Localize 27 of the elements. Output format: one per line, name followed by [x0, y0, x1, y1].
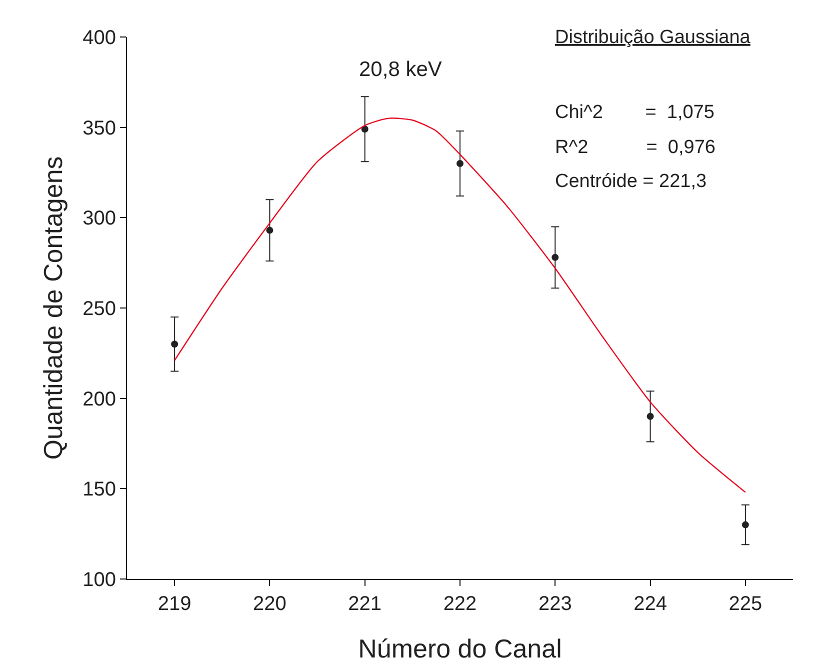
point [266, 226, 274, 234]
annotation: R^2 = 0,976 [555, 137, 716, 158]
point [742, 521, 749, 528]
x-tick-label: 223 [538, 593, 572, 615]
y-axis-title: Quantidade de Contagens [38, 156, 68, 460]
annotation: Centróide = 221,3 [555, 171, 707, 192]
y-tick-label: 200 [82, 388, 116, 410]
x-tick-label: 224 [634, 593, 667, 615]
annotation: Distribuição Gaussiana [555, 27, 751, 48]
y-tick-label: 300 [82, 208, 116, 230]
x-tick-label: 222 [443, 593, 477, 615]
annotation: Chi^2 = 1,075 [555, 102, 714, 123]
y-tick-label: 350 [82, 117, 116, 140]
x-tick-label: 221 [348, 593, 382, 615]
y-tick-label: 150 [82, 478, 116, 501]
x-tick-label: 219 [158, 593, 192, 615]
point [552, 254, 559, 261]
x-tick-label: 220 [253, 593, 286, 615]
x-axis-title: Número do Canal [358, 634, 562, 664]
y-tick-label: 250 [82, 298, 116, 320]
y-tick-label: 100 [82, 569, 116, 591]
x-tick-label: 225 [728, 593, 762, 615]
annotation: 20,8 keV [359, 58, 442, 81]
y-tick-label: 400 [82, 27, 116, 49]
point [456, 160, 464, 167]
point [171, 340, 178, 348]
point [646, 412, 654, 420]
